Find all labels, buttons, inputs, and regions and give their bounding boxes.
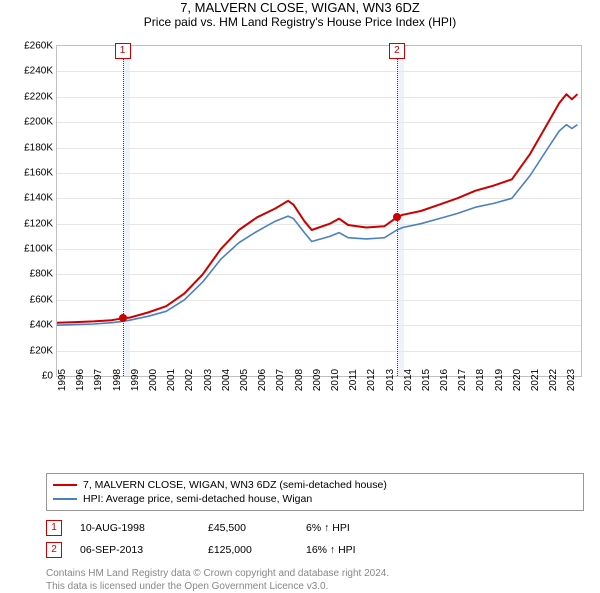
- event-badge: 1: [46, 520, 62, 536]
- event-date: 10-AUG-1998: [80, 522, 190, 534]
- x-tick-label: 2003: [203, 369, 214, 391]
- x-tick-label: 2022: [548, 369, 559, 391]
- x-tick-label: 2012: [366, 369, 377, 391]
- x-tick-label: 2010: [330, 369, 341, 391]
- marker-badge-1: 1: [115, 43, 131, 59]
- x-tick-label: 2014: [403, 369, 414, 391]
- marker-line-1: [123, 46, 124, 376]
- y-tick-label: £60K: [30, 294, 53, 305]
- legend-swatch: [53, 498, 77, 500]
- footer-line-1: Contains HM Land Registry data © Crown c…: [46, 567, 584, 580]
- x-tick-label: 2004: [221, 369, 232, 391]
- legend-row: HPI: Average price, semi-detached house,…: [53, 492, 577, 506]
- series-hpi: [57, 125, 577, 326]
- plot-region: £0£20K£40K£60K£80K£100K£120K£140K£160K£1…: [56, 45, 582, 377]
- x-tick-label: 2015: [421, 369, 432, 391]
- x-tick-label: 2000: [148, 369, 159, 391]
- x-tick-label: 2005: [239, 369, 250, 391]
- x-tick-label: 2001: [166, 369, 177, 391]
- event-date: 06-SEP-2013: [80, 544, 190, 556]
- y-tick-label: £180K: [24, 142, 53, 153]
- chart-svg: [57, 46, 581, 376]
- y-tick-label: £200K: [24, 117, 53, 128]
- x-tick-label: 2020: [512, 369, 523, 391]
- y-tick-label: £20K: [30, 345, 53, 356]
- x-tick-label: 2002: [184, 369, 195, 391]
- event-price: £45,500: [208, 522, 288, 534]
- event-row: 2 06-SEP-2013 £125,000 16% ↑ HPI: [46, 539, 584, 561]
- x-tick-label: 1997: [93, 369, 104, 391]
- y-tick-label: £40K: [30, 320, 53, 331]
- y-tick-label: £140K: [24, 193, 53, 204]
- x-tick-label: 2017: [457, 369, 468, 391]
- x-tick-label: 2021: [530, 369, 541, 391]
- event-badge: 2: [46, 542, 62, 558]
- y-tick-label: £220K: [24, 91, 53, 102]
- x-tick-label: 1995: [57, 369, 68, 391]
- event-price: £125,000: [208, 544, 288, 556]
- y-tick-label: £260K: [24, 41, 53, 52]
- marker-dot-2: [393, 213, 401, 221]
- x-tick-label: 1999: [130, 369, 141, 391]
- y-tick-label: £80K: [30, 269, 53, 280]
- event-row: 1 10-AUG-1998 £45,500 6% ↑ HPI: [46, 517, 584, 539]
- marker-dot-1: [119, 314, 127, 322]
- y-tick-label: £100K: [24, 244, 53, 255]
- x-tick-label: 2016: [439, 369, 450, 391]
- marker-line-2: [397, 46, 398, 376]
- legend-label: HPI: Average price, semi-detached house,…: [83, 493, 312, 505]
- marker-badge-2: 2: [389, 43, 405, 59]
- x-tick-label: 2011: [348, 369, 359, 391]
- x-tick-label: 2023: [566, 369, 577, 391]
- y-tick-label: £120K: [24, 218, 53, 229]
- events-table: 1 10-AUG-1998 £45,500 6% ↑ HPI 2 06-SEP-2013 £…: [46, 517, 584, 561]
- x-tick-label: 2008: [294, 369, 305, 391]
- x-tick-label: 2018: [475, 369, 486, 391]
- legend: 7, MALVERN CLOSE, WIGAN, WN3 6DZ (semi-d…: [46, 473, 584, 511]
- chart-title: 7, MALVERN CLOSE, WIGAN, WN3 6DZ: [0, 0, 600, 15]
- x-tick-label: 1996: [75, 369, 86, 391]
- footer-credit: Contains HM Land Registry data © Crown c…: [46, 567, 584, 593]
- legend-label: 7, MALVERN CLOSE, WIGAN, WN3 6DZ (semi-d…: [83, 479, 387, 491]
- x-tick-label: 2006: [257, 369, 268, 391]
- y-tick-label: £0: [42, 371, 53, 382]
- x-tick-label: 2013: [385, 369, 396, 391]
- legend-swatch: [53, 484, 77, 486]
- x-tick-label: 2019: [494, 369, 505, 391]
- chart-subtitle: Price paid vs. HM Land Registry's House …: [0, 15, 600, 29]
- series-subject: [57, 94, 577, 323]
- event-delta: 6% ↑ HPI: [306, 522, 350, 534]
- x-tick-label: 2007: [275, 369, 286, 391]
- y-tick-label: £240K: [24, 66, 53, 77]
- footer-line-2: This data is licensed under the Open Gov…: [46, 580, 584, 593]
- chart-area: £0 £20K £40K £60K £80K £100K £120K £140K £160K £1…: [10, 35, 590, 425]
- legend-row: 7, MALVERN CLOSE, WIGAN, WN3 6DZ (semi-d…: [53, 478, 577, 492]
- event-delta: 16% ↑ HPI: [306, 544, 356, 556]
- x-tick-label: 2009: [312, 369, 323, 391]
- y-tick-label: £160K: [24, 167, 53, 178]
- x-tick-label: 1998: [112, 369, 123, 391]
